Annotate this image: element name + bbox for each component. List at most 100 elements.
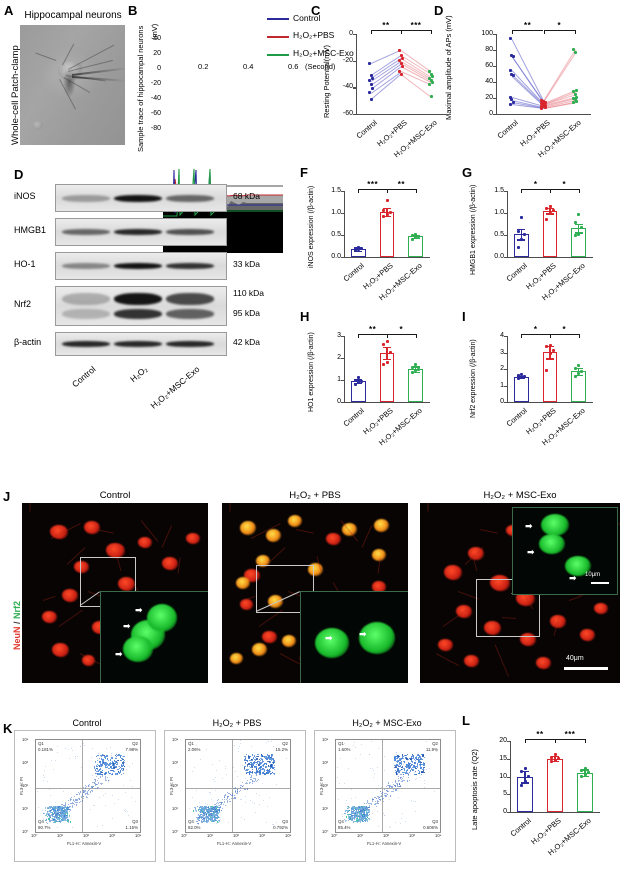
diag-dot-139 <box>236 793 237 794</box>
q2-dot-74 <box>105 762 106 763</box>
diag-dot-85 <box>215 804 216 805</box>
band-Nrf2-hi-2 <box>166 293 214 305</box>
x-axis <box>510 812 600 813</box>
q4-dot-217 <box>44 813 45 814</box>
noise-dot-33 <box>92 775 93 776</box>
q2-dot-147 <box>404 762 405 763</box>
q4-dot-392 <box>217 818 218 819</box>
diag-dot-47 <box>74 804 75 805</box>
band-Nrf2-hi-0 <box>62 293 110 305</box>
data-point-1-3 <box>550 756 553 759</box>
fluorescence-image-1: ➡ ➡ <box>222 503 408 683</box>
sig-line-1 <box>550 189 579 190</box>
quad-value-q1-0: 0.181% <box>38 747 53 752</box>
q2-dot-130 <box>401 769 402 770</box>
diag-dot-141 <box>251 775 252 776</box>
q2-dot-98 <box>95 761 96 762</box>
diag-dot-116 <box>201 817 202 818</box>
diag-dot-128 <box>234 797 235 798</box>
noise-dot-47 <box>239 746 240 747</box>
band-HO-1-1 <box>114 263 162 269</box>
quad-label-q3-1: Q3 <box>282 819 288 824</box>
diag-dot-151 <box>214 804 215 805</box>
flow-box-1: Q1 2.06% Q2 15.2% Q3 0.792% Q4 82.0% 10⁰ 10¹ 10² 10… <box>164 730 306 862</box>
sig-line-1 <box>555 739 585 740</box>
x-axis <box>496 114 591 115</box>
noise-dot-89 <box>216 823 217 824</box>
diag-dot-64 <box>70 803 71 804</box>
diag-dot-101 <box>409 780 410 781</box>
flow-xtick-3: 10³ <box>109 833 115 838</box>
noise-dot-1 <box>205 803 206 804</box>
neuron-colocalized-11 <box>282 635 296 647</box>
q2-dot-40 <box>257 756 258 757</box>
y-tick-label-0: 0 <box>485 808 507 815</box>
band-Nrf2-lo-1 <box>114 309 162 319</box>
flow-ytick-0: 10⁴ <box>22 737 28 742</box>
quad-value-q4-2: 85.4% <box>338 825 350 830</box>
q2-dot-105 <box>115 755 116 756</box>
data-point-0-0 <box>368 62 371 65</box>
arrow-icon-1: ➡ <box>359 630 367 639</box>
band-HMGB1-1 <box>114 229 162 235</box>
q2-dot-17 <box>409 772 410 773</box>
y-tick-label-0: 0.0 <box>319 253 341 260</box>
blot-protein-label-4: β-actin <box>14 337 41 347</box>
diag-dot-153 <box>395 780 396 781</box>
data-point-0-1 <box>524 780 527 783</box>
q2-dot-55 <box>252 766 253 767</box>
data-point-2-9 <box>572 101 575 104</box>
q2-dot-132 <box>107 767 108 768</box>
neurite-11 <box>495 644 510 677</box>
noise-dot-84 <box>372 768 373 769</box>
neuron-red-9 <box>162 557 178 570</box>
neuron-colocalized-2 <box>288 515 302 527</box>
x-axis <box>356 114 446 115</box>
q2-dot-228 <box>264 756 265 757</box>
sig-mark-0: ** <box>519 21 537 30</box>
flow-ytick-3: 10¹ <box>172 806 178 811</box>
data-point-0-2 <box>527 775 530 778</box>
category-label-1: H₂O₂+PBS <box>503 261 558 309</box>
q2-dot-134 <box>105 767 106 768</box>
fluorescence-image-0: ➡ ➡ ➡ <box>22 503 208 683</box>
sig-tick-l-1 <box>550 189 551 193</box>
q2-dot-0 <box>96 756 97 757</box>
panel-l-letter: L <box>462 714 470 727</box>
noise-dot-73 <box>77 756 78 757</box>
diag-dot-137 <box>208 812 209 813</box>
noise-dot-49 <box>225 768 226 769</box>
b-ytick-5: -60 <box>141 110 161 117</box>
y-tick-2 <box>504 213 507 214</box>
diag-dot-159 <box>232 793 233 794</box>
panel-j-title-1: H₂O₂ + PBS <box>222 490 408 501</box>
q4-dot-403 <box>213 814 214 815</box>
category-label-2: H₂O₂+MSC-Exo <box>369 261 424 309</box>
neurite-1 <box>267 547 286 565</box>
category-label-1: H₂O₂+PBS <box>503 406 558 454</box>
noise-dot-85 <box>102 825 103 826</box>
noise-dot-18 <box>390 827 391 828</box>
diag-dot-7 <box>222 799 223 800</box>
noise-dot-43 <box>210 792 211 793</box>
y-tick-0 <box>341 257 344 258</box>
q4-dot-233 <box>196 811 197 812</box>
diag-dot-163 <box>367 801 368 802</box>
y-tick-label-0: 0 <box>470 110 493 117</box>
noise-dot-43 <box>372 813 373 814</box>
q4-dot-364 <box>344 813 345 814</box>
q2-dot-129 <box>98 770 99 771</box>
noise-dot-80 <box>216 770 217 771</box>
sig-line-0 <box>521 334 550 335</box>
noise-dot-19 <box>426 769 427 770</box>
diag-dot-107 <box>218 799 219 800</box>
noise-dot-36 <box>424 780 425 781</box>
panel-i-plot: 0 1 2 3 4 * * Control H₂O₂+PBS H₂O₂+MSC-Exo <box>481 320 597 430</box>
data-point-1-1 <box>549 212 552 215</box>
diag-dot-10 <box>256 774 257 775</box>
diag-dot-171 <box>49 816 50 817</box>
q2-dot-62 <box>123 773 124 774</box>
data-point-1-4 <box>554 753 557 756</box>
flow-plot-2: Q1 1.60% Q2 11.9% Q3 0.606% Q4 85.4% <box>335 739 441 833</box>
q4-dot-418 <box>215 816 216 817</box>
